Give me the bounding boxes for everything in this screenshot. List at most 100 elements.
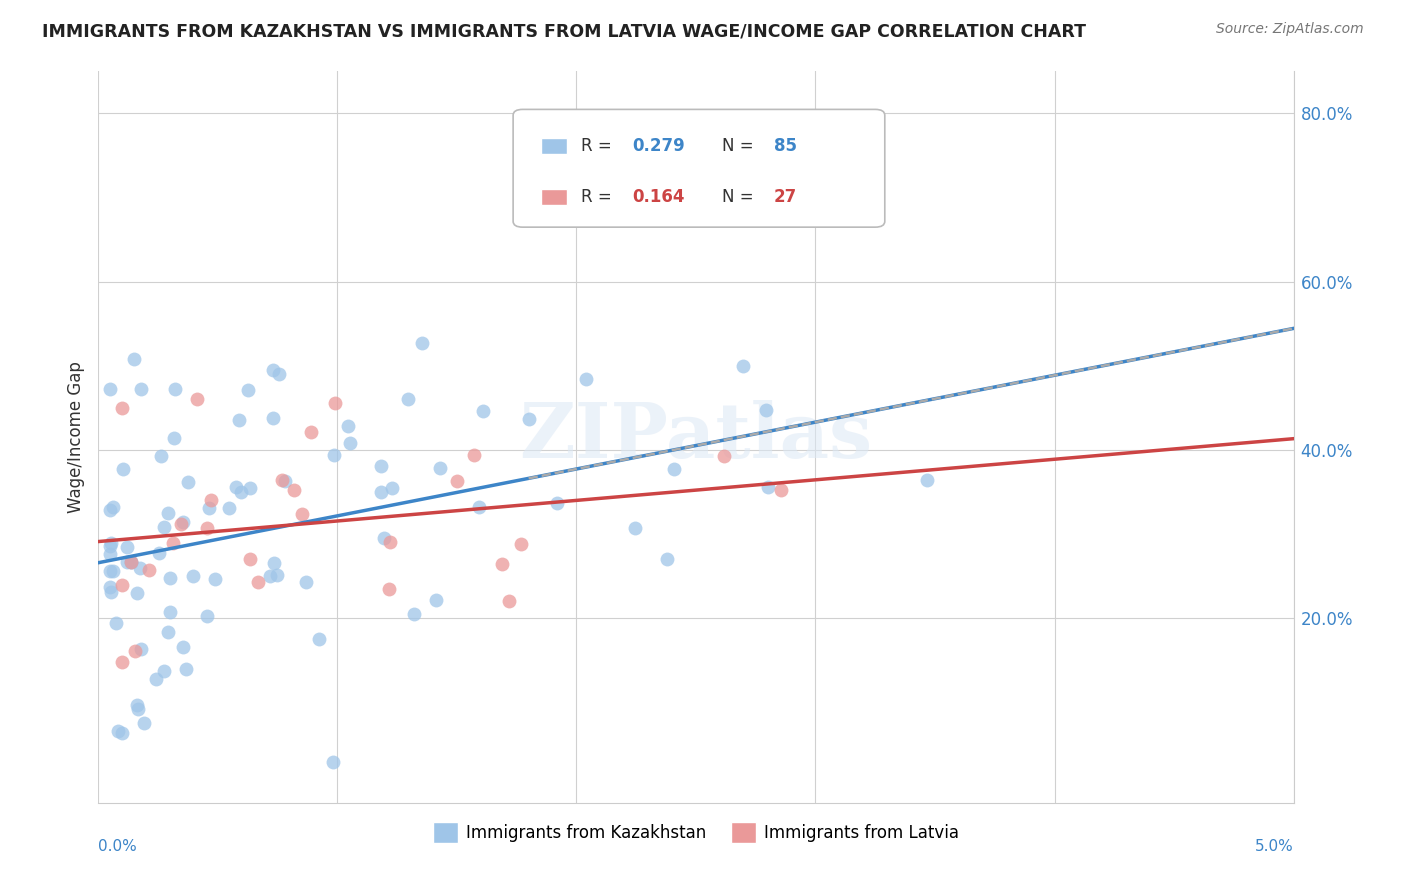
Point — [125, 698, 148, 713]
Point — [129, 382, 152, 396]
Point — [165, 382, 187, 396]
Point — [120, 555, 142, 569]
Point — [662, 462, 685, 476]
Point — [731, 359, 754, 373]
Point — [98, 539, 122, 553]
Point — [229, 484, 252, 499]
Point — [463, 448, 485, 462]
Point — [103, 500, 125, 514]
Point — [404, 607, 426, 621]
Point — [269, 368, 291, 382]
Point — [172, 515, 194, 529]
Text: R =: R = — [581, 137, 617, 155]
Point — [623, 520, 645, 534]
Point — [299, 425, 322, 439]
Point — [200, 493, 222, 508]
Point — [122, 352, 145, 367]
Point — [283, 483, 305, 497]
Point — [575, 372, 598, 386]
Point — [98, 564, 122, 578]
Point — [169, 517, 191, 532]
Point — [429, 461, 451, 475]
Point — [117, 540, 139, 554]
Point — [396, 392, 419, 407]
Point — [446, 475, 468, 489]
Point — [98, 503, 122, 517]
Point — [153, 664, 176, 678]
Point — [915, 473, 938, 487]
Point — [100, 585, 122, 599]
Point — [150, 449, 173, 463]
Point — [195, 521, 218, 535]
Point — [112, 462, 135, 476]
Point — [111, 401, 134, 415]
FancyBboxPatch shape — [541, 189, 567, 205]
Point — [124, 644, 146, 658]
Point — [467, 500, 489, 515]
Text: IMMIGRANTS FROM KAZAKHSTAN VS IMMIGRANTS FROM LATVIA WAGE/INCOME GAP CORRELATION: IMMIGRANTS FROM KAZAKHSTAN VS IMMIGRANTS… — [42, 22, 1087, 40]
Point — [132, 715, 155, 730]
Point — [770, 483, 793, 498]
Point — [111, 578, 134, 592]
Point — [98, 580, 122, 594]
Point — [239, 552, 262, 566]
Point — [186, 392, 208, 406]
Point — [323, 396, 346, 410]
Point — [107, 724, 129, 739]
Point — [156, 506, 179, 520]
Point — [270, 473, 292, 487]
Point — [120, 556, 142, 570]
Point — [274, 474, 297, 488]
Legend: Immigrants from Kazakhstan, Immigrants from Latvia: Immigrants from Kazakhstan, Immigrants f… — [426, 815, 966, 849]
Point — [129, 560, 152, 574]
Point — [98, 382, 122, 396]
FancyBboxPatch shape — [541, 138, 567, 154]
Point — [120, 555, 142, 569]
Text: 85: 85 — [773, 137, 797, 155]
Point — [101, 564, 124, 578]
Point — [262, 410, 284, 425]
Point — [236, 383, 259, 397]
FancyBboxPatch shape — [513, 110, 884, 227]
Point — [195, 608, 218, 623]
Point — [127, 585, 149, 599]
Point — [239, 481, 262, 495]
Point — [655, 552, 678, 566]
Point — [370, 485, 392, 500]
Point — [172, 640, 194, 654]
Point — [308, 632, 330, 646]
Point — [472, 404, 495, 418]
Point — [148, 546, 170, 560]
Point — [138, 563, 160, 577]
Point — [225, 480, 247, 494]
Point — [322, 449, 344, 463]
Point — [377, 582, 399, 597]
Point — [755, 403, 778, 417]
Point — [546, 496, 568, 510]
Point — [156, 624, 179, 639]
Text: 5.0%: 5.0% — [1254, 839, 1294, 855]
Text: ZIPatlas: ZIPatlas — [519, 401, 873, 474]
Text: 0.0%: 0.0% — [98, 839, 138, 855]
Y-axis label: Wage/Income Gap: Wage/Income Gap — [66, 361, 84, 513]
Text: Source: ZipAtlas.com: Source: ZipAtlas.com — [1216, 22, 1364, 37]
Text: R =: R = — [581, 188, 617, 206]
Point — [381, 481, 404, 495]
Point — [263, 556, 285, 570]
Point — [262, 363, 284, 377]
Point — [295, 575, 318, 590]
Point — [177, 475, 200, 490]
Point — [218, 500, 240, 515]
Text: N =: N = — [723, 137, 759, 155]
Point — [163, 431, 186, 445]
Text: 0.164: 0.164 — [633, 188, 685, 206]
Point — [115, 555, 138, 569]
Point — [510, 537, 533, 551]
Point — [378, 535, 401, 549]
Point — [145, 672, 167, 686]
Point — [111, 656, 134, 670]
Point — [425, 592, 447, 607]
Text: N =: N = — [723, 188, 759, 206]
Point — [174, 662, 197, 676]
Point — [181, 569, 204, 583]
